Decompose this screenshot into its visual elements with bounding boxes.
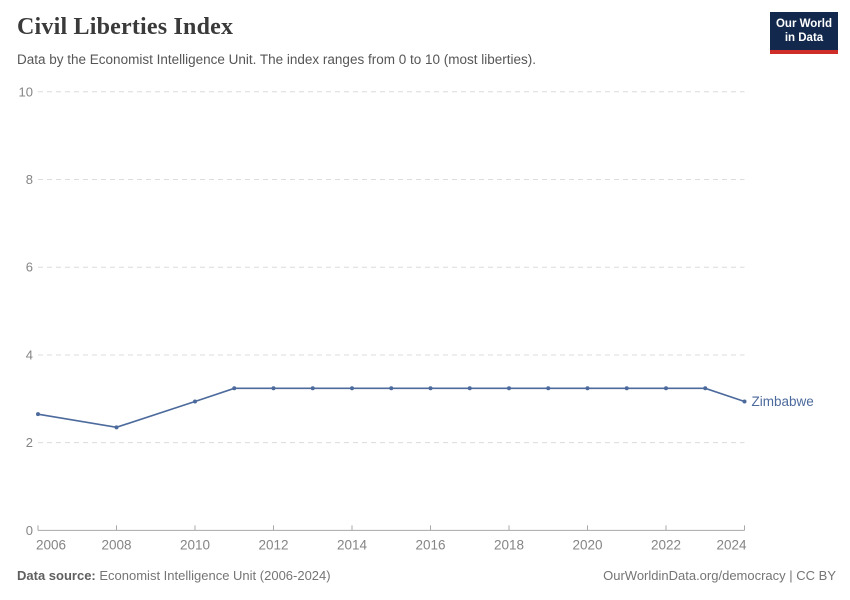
data-point[interactable] (585, 386, 590, 391)
data-point[interactable] (467, 386, 472, 391)
x-tick-label: 2012 (258, 538, 288, 553)
data-point[interactable] (310, 386, 315, 391)
data-point[interactable] (114, 425, 119, 430)
x-tick-label: 2020 (572, 538, 602, 553)
data-point[interactable] (36, 412, 40, 417)
y-tick-label: 2 (26, 435, 33, 450)
x-tick-label: 2022 (651, 538, 681, 553)
owid-logo-line2: in Data (784, 31, 824, 44)
owid-logo-line1: Our World (775, 18, 832, 30)
x-tick-label: 2018 (494, 538, 524, 553)
data-point[interactable] (271, 386, 276, 391)
page-subtitle: Data by the Economist Intelligence Unit.… (17, 52, 536, 67)
x-tick-label: 2024 (716, 538, 747, 553)
entity-label-zimbabwe[interactable]: Zimbabwe (752, 394, 814, 409)
y-tick-label: 0 (26, 523, 33, 538)
x-tick-label: 2014 (337, 538, 368, 553)
data-source-value: Economist Intelligence Unit (2006-2024) (95, 568, 331, 583)
rights-link[interactable]: OurWorldinData.org/democracy | CC BY (603, 568, 836, 583)
data-point[interactable] (350, 386, 354, 391)
data-source-label: Data source: (17, 568, 96, 583)
owid-logo[interactable]: Our World in Data (770, 12, 838, 55)
chart-footer: Data source: Economist Intelligence Unit… (17, 568, 836, 583)
y-tick-label: 8 (26, 172, 33, 187)
data-point[interactable] (546, 386, 551, 391)
data-point[interactable] (624, 386, 629, 391)
data-point[interactable] (507, 386, 511, 391)
data-point[interactable] (232, 386, 237, 391)
x-tick-label: 2008 (101, 538, 131, 553)
x-tick-label: 2010 (180, 538, 210, 553)
data-point[interactable] (664, 386, 668, 391)
data-point[interactable] (389, 386, 394, 391)
y-tick-label: 4 (26, 347, 33, 362)
series-line-zimbabwe[interactable] (37, 387, 745, 429)
data-source: Data source: Economist Intelligence Unit… (17, 568, 331, 583)
data-point[interactable] (742, 399, 747, 404)
data-point[interactable] (193, 399, 197, 404)
data-point[interactable] (703, 386, 708, 391)
data-point[interactable] (428, 386, 433, 391)
x-tick-label: 2016 (415, 538, 445, 553)
page-title: Civil Liberties Index (17, 14, 234, 40)
y-tick-label: 6 (26, 260, 33, 275)
x-tick-label: 2006 (36, 538, 66, 553)
y-tick-label: 10 (19, 84, 33, 99)
